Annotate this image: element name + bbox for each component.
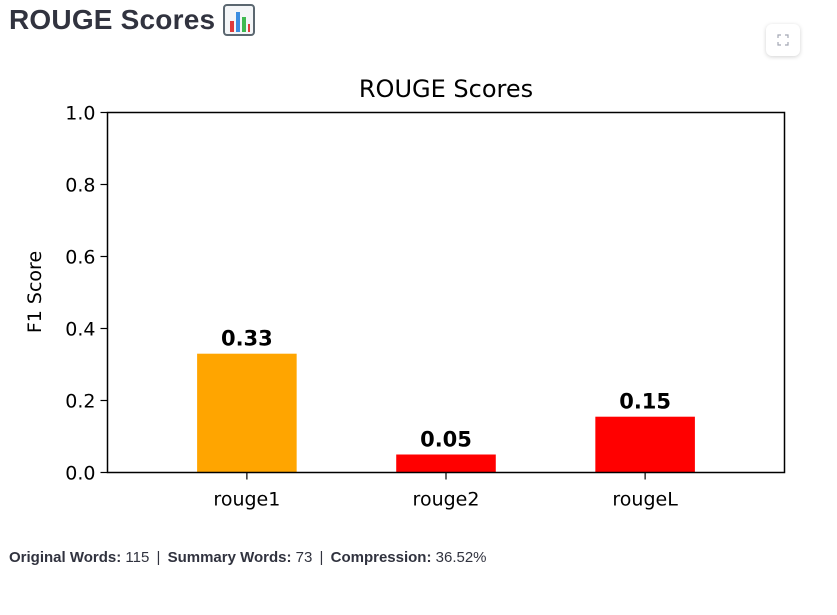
rouge-chart: ROUGE Scores F1 Score 0.0 0.2 0.4 0.6 0.8 1.0…: [0, 60, 837, 520]
y-tick-label: 0.8: [65, 175, 95, 197]
x-tick-label-rouge2: rouge2: [413, 489, 480, 511]
summary-stats: Original Words: 115 | Summary Words: 73 …: [9, 549, 487, 566]
x-tick-label-rougeL: rougeL: [612, 489, 678, 511]
summary-words-value: 73: [295, 549, 313, 566]
plot-frame: [106, 111, 786, 474]
stats-separator: |: [156, 549, 161, 566]
y-tick-label: 0.2: [65, 391, 95, 413]
compression-value: 36.52%: [435, 549, 487, 566]
bar-chart-emoji-icon: [223, 4, 256, 36]
x-tick-label-rouge1: rouge1: [213, 489, 280, 511]
y-axis-label: F1 Score: [24, 251, 46, 333]
compression-label: Compression:: [330, 549, 432, 566]
page-title-text: ROUGE Scores: [9, 4, 216, 35]
bar-rougeL: [595, 416, 695, 473]
data-label-rouge2: 0.05: [420, 428, 472, 452]
y-tick-label: 0.6: [65, 247, 95, 269]
y-tick-label: 0.0: [65, 463, 95, 485]
bars-group: 0.33 0.05 0.15: [197, 327, 695, 473]
data-label-rouge1: 0.33: [221, 327, 273, 351]
y-tick-label: 0.4: [65, 319, 95, 341]
fullscreen-button[interactable]: [766, 24, 800, 56]
page-title: ROUGE Scores: [9, 4, 256, 36]
chart-title: ROUGE Scores: [359, 75, 533, 103]
chart-svg: ROUGE Scores F1 Score 0.0 0.2 0.4 0.6 0.8 1.0…: [24, 75, 786, 511]
bar-rouge1: [197, 353, 297, 473]
original-words-label: Original Words:: [9, 549, 122, 566]
y-tick-label: 1.0: [65, 103, 95, 125]
original-words-value: 115: [125, 549, 150, 566]
stats-separator: |: [319, 549, 324, 566]
x-axis: rouge1 rouge2 rougeL: [213, 472, 678, 511]
data-label-rougeL: 0.15: [619, 390, 671, 414]
bar-rouge2: [396, 454, 496, 473]
fullscreen-icon: [777, 34, 789, 46]
summary-words-label: Summary Words:: [167, 549, 292, 566]
y-axis: 0.0 0.2 0.4 0.6 0.8 1.0: [65, 103, 108, 485]
